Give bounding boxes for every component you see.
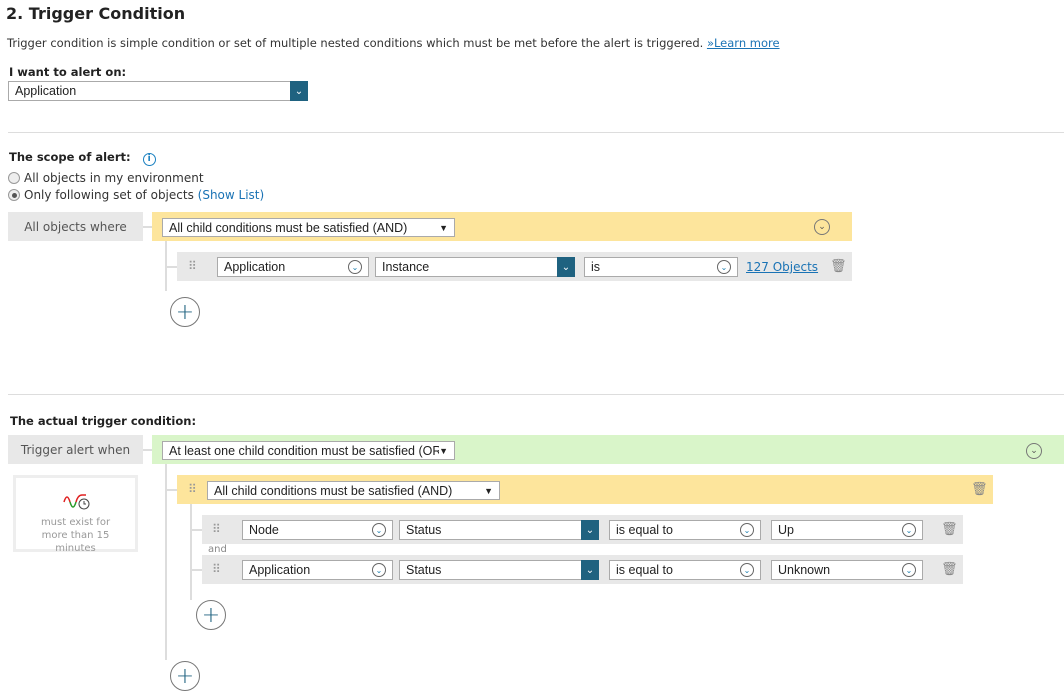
trash-icon[interactable]: 🗑	[941, 522, 958, 537]
chevron-down-icon: ⌄	[902, 523, 916, 537]
and-joiner: and	[208, 544, 227, 555]
drag-handle-icon[interactable]: ⠿	[188, 482, 197, 496]
alert-on-select[interactable]: Application ⌄	[8, 81, 308, 101]
operator-value: is equal to	[616, 563, 673, 577]
connector	[165, 489, 177, 491]
divider	[8, 132, 1064, 133]
collapse-icon[interactable]: ⌄	[1026, 443, 1042, 459]
operator-value: is equal to	[616, 523, 673, 537]
operator-select[interactable]: is equal to ⌄	[609, 520, 761, 540]
chevron-down-icon: ⌄	[902, 563, 916, 577]
description-text: Trigger condition is simple condition or…	[7, 36, 704, 50]
subgroup-operator-select[interactable]: All child conditions must be satisfied (…	[207, 481, 500, 500]
drag-handle-icon[interactable]: ⠿	[212, 562, 221, 576]
field-value: Status	[406, 563, 442, 577]
value-select[interactable]: Unknown ⌄	[771, 560, 923, 580]
alert-on-value: Application	[15, 84, 77, 98]
chevron-down-icon: ⌄	[581, 560, 599, 580]
object-select[interactable]: Application ⌄	[217, 257, 369, 277]
value-select[interactable]: Up ⌄	[771, 520, 923, 540]
duration-text: must exist for more than 15 minutes	[40, 517, 111, 554]
chevron-down-icon: ⌄	[290, 81, 308, 101]
objects-link[interactable]: 127 Objects	[746, 260, 819, 274]
field-select[interactable]: Status ⌄	[399, 520, 599, 540]
operator-value: is	[591, 260, 601, 274]
all-objects-where-label: All objects where	[8, 212, 143, 241]
radio-label: Only following set of objects	[24, 188, 194, 202]
duration-card[interactable]: must exist for more than 15 minutes	[13, 475, 138, 554]
trash-icon[interactable]: 🗑	[971, 482, 988, 497]
radio-button[interactable]	[8, 189, 20, 201]
object-value: Application	[224, 260, 286, 274]
connector	[165, 266, 177, 268]
scope-group-operator-select[interactable]: All child conditions must be satisfied (…	[162, 218, 455, 237]
drag-handle-icon[interactable]: ⠿	[188, 259, 197, 273]
wave-clock-icon	[62, 494, 89, 510]
tree-line	[165, 464, 167, 660]
operator-value: All child conditions must be satisfied (…	[214, 483, 453, 498]
chevron-down-icon: ⌄	[348, 260, 362, 274]
alert-on-label: I want to alert on:	[9, 65, 127, 79]
operator-select[interactable]: is equal to ⌄	[609, 560, 761, 580]
operator-value: At least one child condition must be sat…	[169, 443, 440, 458]
chevron-down-icon: ⌄	[372, 563, 386, 577]
value-value: Unknown	[778, 563, 831, 577]
chevron-down-icon: ⌄	[581, 520, 599, 540]
radio-all-objects[interactable]: All objects in my environment	[8, 171, 204, 185]
field-value: Status	[406, 523, 442, 537]
caret-down-icon: ▼	[439, 222, 448, 233]
add-condition-button[interactable]: +	[170, 297, 200, 327]
trigger-group-operator-select[interactable]: At least one child condition must be sat…	[162, 441, 455, 460]
scope-label: The scope of alert: i	[9, 150, 156, 166]
connector	[143, 226, 153, 228]
radio-label: All objects in my environment	[24, 171, 204, 185]
scope-label-text: The scope of alert:	[9, 150, 131, 164]
chevron-down-icon: ⌄	[740, 563, 754, 577]
description: Trigger condition is simple condition or…	[7, 36, 780, 50]
trigger-alert-when-label: Trigger alert when	[8, 435, 143, 464]
operator-value: All child conditions must be satisfied (…	[169, 220, 408, 235]
tree-line	[190, 504, 192, 600]
add-subcondition-button[interactable]: +	[196, 600, 226, 630]
object-value: Application	[249, 563, 311, 577]
trash-icon[interactable]: 🗑	[941, 562, 958, 577]
radio-button[interactable]	[8, 172, 20, 184]
chevron-down-icon: ⌄	[740, 523, 754, 537]
learn-more-link[interactable]: »Learn more	[706, 36, 780, 50]
operator-select[interactable]: is ⌄	[584, 257, 738, 277]
chevron-down-icon: ⌄	[372, 523, 386, 537]
value-value: Up	[778, 523, 794, 537]
trigger-label: The actual trigger condition:	[10, 414, 197, 428]
connector	[190, 529, 202, 531]
object-value: Node	[249, 523, 279, 537]
object-select[interactable]: Application ⌄	[242, 560, 393, 580]
info-icon[interactable]: i	[142, 153, 156, 166]
add-condition-button[interactable]: +	[170, 661, 200, 691]
connector	[190, 569, 202, 571]
field-value: Instance	[382, 260, 430, 274]
chevron-down-icon: ⌄	[557, 257, 575, 277]
show-list-link[interactable]: (Show List)	[197, 188, 265, 202]
object-select[interactable]: Node ⌄	[242, 520, 393, 540]
caret-down-icon: ▼	[484, 485, 493, 496]
drag-handle-icon[interactable]: ⠿	[212, 522, 221, 536]
divider	[8, 394, 1064, 395]
field-select[interactable]: Instance ⌄	[375, 257, 575, 277]
radio-selected-objects[interactable]: Only following set of objects (Show List…	[8, 188, 264, 202]
collapse-icon[interactable]: ⌄	[814, 219, 830, 235]
chevron-down-icon: ⌄	[717, 260, 731, 274]
trash-icon[interactable]: 🗑	[830, 259, 847, 274]
caret-down-icon: ▼	[439, 445, 448, 456]
field-select[interactable]: Status ⌄	[399, 560, 599, 580]
page-title: 2. Trigger Condition	[6, 4, 186, 23]
connector	[143, 449, 153, 451]
